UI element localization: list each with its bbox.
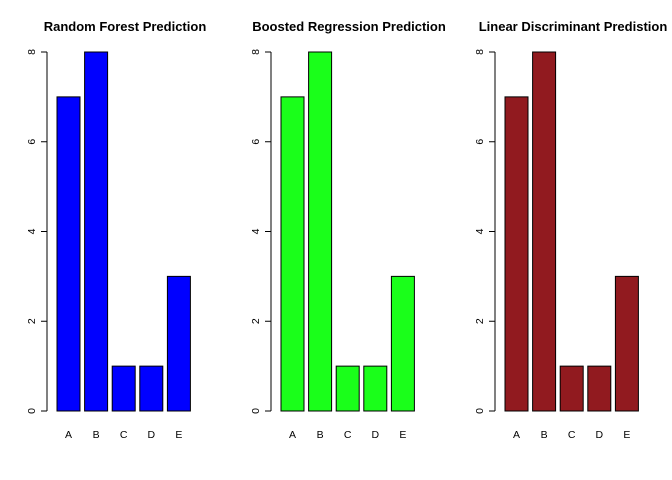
x-category-label: B (317, 429, 324, 441)
x-category-label: D (596, 429, 604, 441)
x-category-label: C (120, 429, 128, 441)
y-tick-label: 0 (26, 408, 38, 414)
y-tick-label: 6 (474, 139, 486, 145)
x-category-label: B (93, 429, 100, 441)
bar-a (56, 96, 81, 412)
x-category-label: D (372, 429, 380, 441)
bar-c (335, 365, 360, 412)
bar-e (166, 275, 191, 412)
x-category-label: A (513, 429, 520, 441)
x-category-label: C (568, 429, 576, 441)
bar-a (280, 96, 305, 412)
y-tick-label: 2 (26, 318, 38, 324)
y-tick-label: 4 (474, 228, 486, 234)
x-category-label: E (623, 429, 630, 441)
x-category-label: A (65, 429, 72, 441)
y-tick-label: 2 (250, 318, 262, 324)
x-category-label: C (344, 429, 352, 441)
y-tick-label: 6 (250, 139, 262, 145)
bar-b (308, 51, 333, 412)
bar-e (390, 275, 415, 412)
chart-title: Boosted Regression Prediction (252, 19, 446, 34)
y-tick-label: 4 (26, 228, 38, 234)
y-tick-label: 6 (26, 139, 38, 145)
x-category-label: E (399, 429, 406, 441)
x-category-label: E (175, 429, 182, 441)
y-tick-label: 2 (474, 318, 486, 324)
chart-panel-linear-discriminant: Linear Discriminant Predistion 0 2 4 6 8 A B C D… (474, 19, 667, 441)
y-tick-label: 0 (250, 408, 262, 414)
y-tick-label: 4 (250, 228, 262, 234)
bar-b (84, 51, 109, 412)
y-tick-label: 8 (250, 49, 262, 55)
bar-d (139, 365, 164, 412)
y-tick-label: 8 (26, 49, 38, 55)
chart-title: Linear Discriminant Predistion (479, 19, 668, 34)
bar-a (504, 96, 529, 412)
bar-b (532, 51, 557, 412)
x-category-label: D (148, 429, 156, 441)
x-category-label: A (289, 429, 296, 441)
bar-e (614, 275, 639, 412)
x-category-label: B (541, 429, 548, 441)
chart-panel-random-forest: Random Forest Prediction 0 2 4 6 8 A B C D E (26, 19, 206, 441)
chart-title: Random Forest Prediction (44, 19, 207, 34)
bar-d (363, 365, 388, 412)
y-tick-label: 0 (474, 408, 486, 414)
bar-c (111, 365, 136, 412)
bar-d (587, 365, 612, 412)
y-tick-label: 8 (474, 49, 486, 55)
bar-c (559, 365, 584, 412)
chart-panel-boosted-regression: Boosted Regression Prediction 0 2 4 6 8 A B C D E (250, 19, 446, 441)
